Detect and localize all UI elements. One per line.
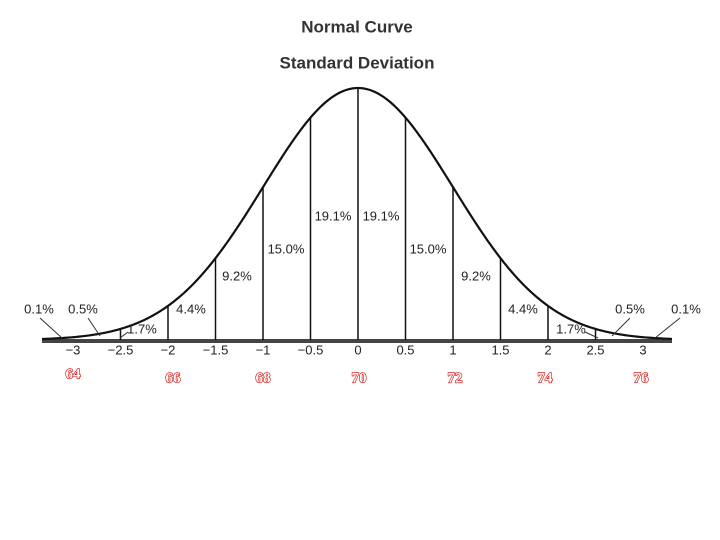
score-label: 64 bbox=[66, 366, 82, 382]
axis-label: 1 bbox=[449, 342, 456, 357]
segment-label: 19.1% bbox=[363, 208, 400, 223]
subtitle: Standard Deviation bbox=[280, 53, 435, 72]
segment-label: 1.7% bbox=[556, 321, 586, 336]
normal-curve bbox=[41, 86, 673, 341]
leader-line bbox=[584, 331, 599, 339]
score-label: 76 bbox=[634, 370, 650, 386]
score-label: 68 bbox=[256, 370, 271, 386]
axis-label: 0.5 bbox=[396, 342, 414, 357]
leader-line bbox=[39, 317, 63, 339]
segment-label: 15.0% bbox=[410, 241, 447, 256]
segment-label: 0.5% bbox=[68, 301, 98, 316]
axis-label: −3 bbox=[66, 342, 81, 357]
score-label: 72 bbox=[448, 370, 463, 386]
axis-label: −1.5 bbox=[203, 342, 229, 357]
score-label: 70 bbox=[352, 370, 367, 386]
axis-label: 3 bbox=[639, 342, 646, 357]
segment-label: 0.1% bbox=[24, 301, 54, 316]
axis-label: −1 bbox=[256, 342, 271, 357]
leader-line bbox=[654, 317, 681, 339]
segment-label: 9.2% bbox=[461, 268, 491, 283]
segment-label: 4.4% bbox=[176, 301, 206, 316]
axis-label: −2.5 bbox=[108, 342, 134, 357]
title: Normal Curve bbox=[301, 17, 412, 36]
leader-line bbox=[87, 317, 101, 337]
leader-line bbox=[119, 331, 129, 339]
score-label: 66 bbox=[166, 370, 182, 386]
leader-line bbox=[611, 317, 631, 337]
axis-label: −2 bbox=[161, 342, 176, 357]
axis-label: −0.5 bbox=[298, 342, 324, 357]
plot: −3 −2.5 −2 −1.5 −1 −0.5 0 0.5 1 1.5 2 2.5 3 0.1% 0.5% 1… bbox=[24, 86, 701, 387]
segment-label: 4.4% bbox=[508, 301, 538, 316]
segment-label: 0.1% bbox=[671, 301, 701, 316]
score-label: 74 bbox=[538, 370, 554, 386]
segment-label: 15.0% bbox=[268, 241, 305, 256]
axis-label: 2.5 bbox=[586, 342, 604, 357]
segment-label: 19.1% bbox=[315, 208, 352, 223]
axis-label: 1.5 bbox=[491, 342, 509, 357]
axis-label: 2 bbox=[544, 342, 551, 357]
axis-label: 0 bbox=[354, 342, 361, 357]
segment-label: 9.2% bbox=[222, 268, 252, 283]
segment-label: 0.5% bbox=[615, 301, 645, 316]
segment-label: 1.7% bbox=[127, 321, 157, 336]
